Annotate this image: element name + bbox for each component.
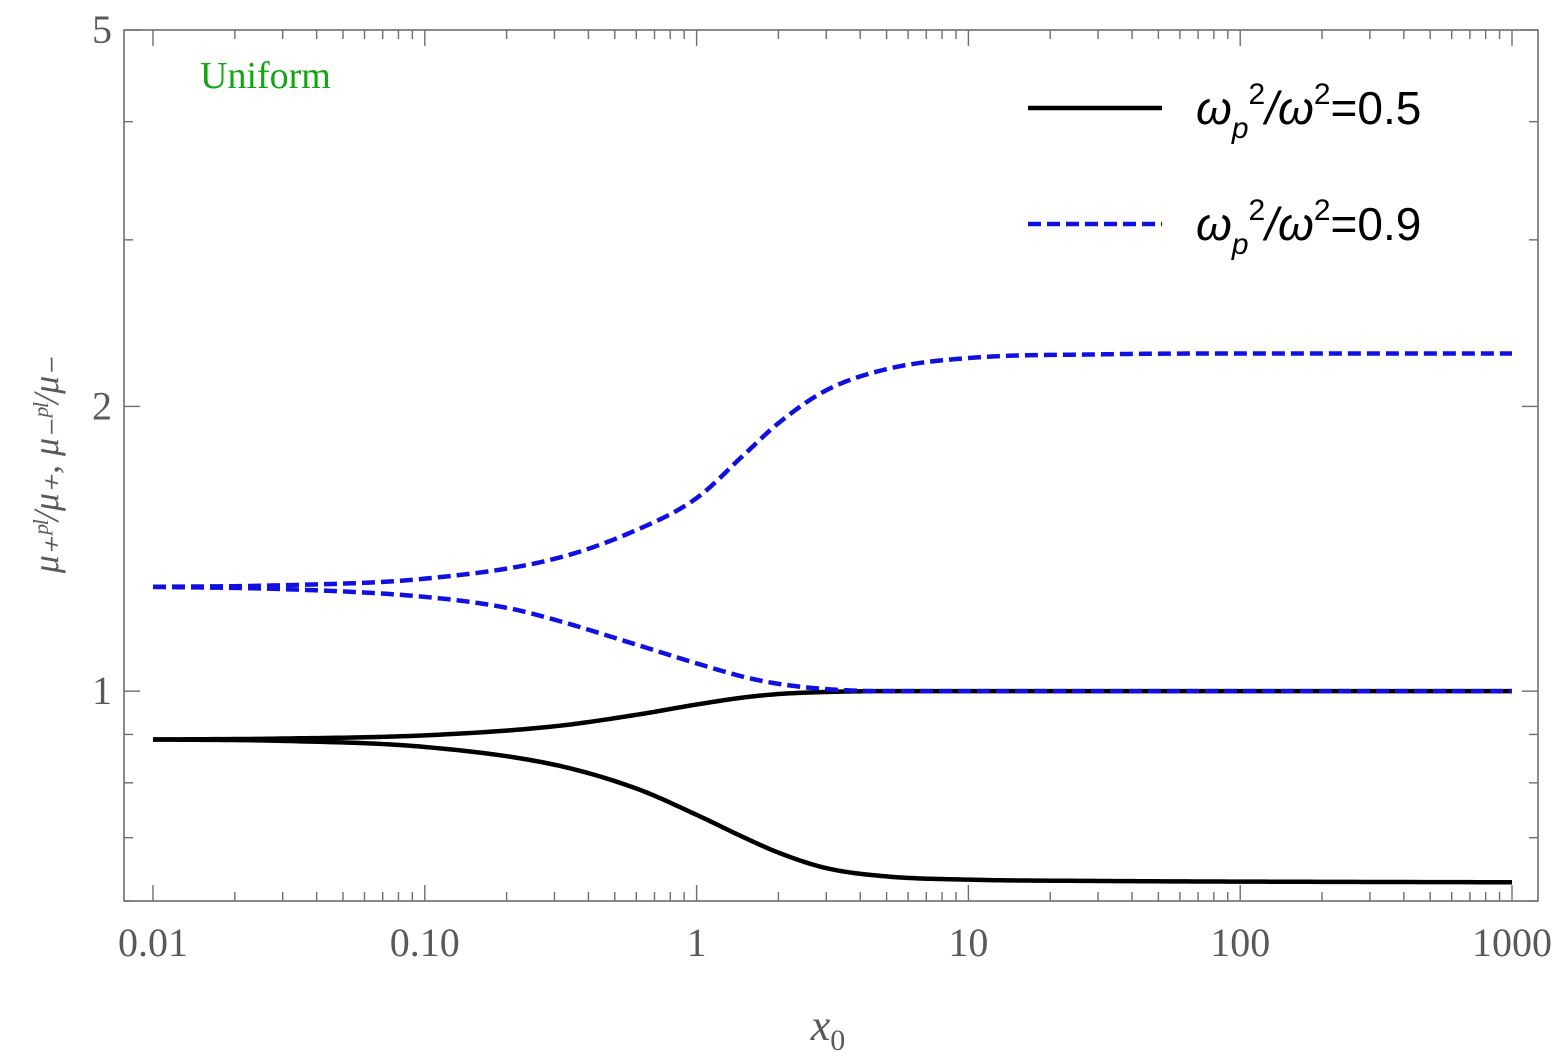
x-tick-label: 1 bbox=[687, 920, 707, 965]
x-tick-label: 0.01 bbox=[118, 920, 188, 965]
plot-series bbox=[152, 351, 1513, 885]
tick-labels: 0.01 0.10 1 10 100 1000 1 2 5 bbox=[92, 7, 1552, 965]
series-1-curve-1 bbox=[152, 688, 1512, 742]
legend-label-2: ωp2/ω2=0.9 bbox=[1196, 194, 1421, 261]
y-tick-label: 1 bbox=[92, 668, 112, 713]
x-tick-label: 0.10 bbox=[390, 920, 460, 965]
x-axis-label: x0 bbox=[810, 1001, 846, 1056]
legend: ωp2/ω2=0.5 ωp2/ω2=0.9 bbox=[1028, 78, 1421, 261]
uniform-annotation: Uniform bbox=[200, 55, 331, 97]
x-axis-label-sub: 0 bbox=[830, 1024, 845, 1056]
axis-ticks bbox=[124, 29, 1538, 902]
y-tick-label: 5 bbox=[92, 7, 112, 52]
y-tick-label: 2 bbox=[92, 383, 112, 428]
y-axis-label: μ₊ᵖˡ/μ₊, μ₋ᵖˡ/μ₋ bbox=[26, 357, 66, 574]
x-tick-label: 100 bbox=[1210, 920, 1270, 965]
series-2-curve-1 bbox=[152, 351, 1512, 590]
legend-label-1: ωp2/ω2=0.5 bbox=[1196, 78, 1421, 145]
plot-frame bbox=[123, 29, 1539, 902]
x-axis-label-main: x bbox=[810, 1001, 831, 1050]
series-2-curve-2 bbox=[152, 584, 1512, 694]
series-1-curve-2 bbox=[152, 737, 1513, 885]
x-tick-label: 10 bbox=[948, 920, 988, 965]
x-tick-label: 1000 bbox=[1472, 920, 1552, 965]
